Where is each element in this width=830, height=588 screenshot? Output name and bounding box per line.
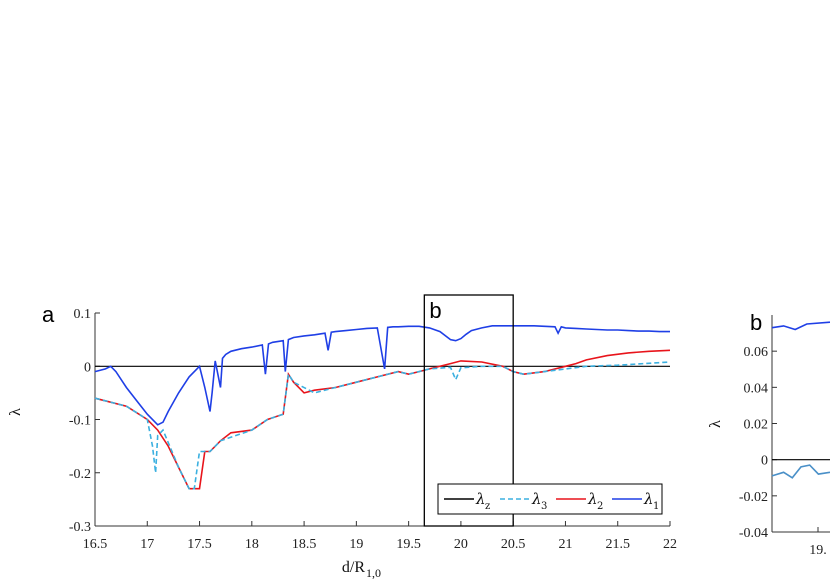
legend-subscript-2: 2	[597, 501, 603, 512]
y-tick-label-b: -0.02	[739, 490, 768, 505]
x-tick-label-a: 22	[663, 537, 677, 552]
x-axis-label-a: d/R	[342, 559, 365, 576]
x-tick-label-a: 17.5	[187, 537, 212, 552]
y-tick-label-a: -0.3	[69, 520, 91, 535]
panel-label-b: b	[750, 310, 762, 335]
x-tick-label-a: 21	[558, 537, 572, 552]
y-tick-label-a: -0.1	[69, 414, 91, 429]
y-tick-label-a: -0.2	[69, 467, 91, 482]
series-line-λ1	[94, 325, 670, 426]
series-line-λ3	[94, 361, 671, 490]
panel-a: a 0.1 0 -0.1 -0.2 -0.3 16.5 17 17.5 18 18.5 19 19.…	[7, 294, 677, 580]
y-axis-label-b: λ	[707, 420, 724, 428]
x-ticks-a: 16.5 17 17.5 18 18.5 19 19.5 20 20.5 21 21.5 22	[83, 521, 677, 552]
series-group-a	[94, 325, 671, 490]
series-line-λ2	[94, 349, 671, 490]
x-axis-label-sub-a: 1,0	[366, 566, 381, 580]
x-ticks-b: 19.	[809, 527, 827, 558]
legend-symbol-1: λ	[531, 490, 542, 508]
x-tick-label-a: 20	[454, 537, 468, 552]
y-tick-label-b: 0.04	[744, 381, 769, 396]
x-tick-label-a: 18.5	[292, 537, 317, 552]
x-tick-label-b: 19.	[809, 543, 827, 558]
y-axis-label-a: λ	[7, 408, 24, 416]
y-tick-label-b: -0.04	[739, 526, 768, 541]
legend-symbol-0: λ	[475, 490, 486, 508]
x-tick-label-a: 20.5	[501, 537, 526, 552]
y-tick-label-a: 0.1	[74, 307, 92, 322]
inset-box	[423, 294, 514, 527]
x-tick-label-a: 16.5	[83, 537, 108, 552]
legend-subscript-1: 3	[541, 501, 547, 512]
series-group-b	[771, 321, 830, 479]
legend-symbol-3: λ	[643, 490, 654, 508]
series-line-b-λ2	[771, 464, 830, 479]
x-tick-label-a: 17	[140, 537, 154, 552]
panel-label-a: a	[42, 302, 55, 327]
legend-symbol-2: λ	[587, 490, 598, 508]
x-tick-label-a: 21.5	[605, 537, 630, 552]
x-tick-label-a: 19.5	[396, 537, 421, 552]
y-ticks-b: 0.06 0.04 0.02 0 -0.02 -0.04	[739, 345, 777, 541]
x-tick-label-a: 18	[245, 537, 259, 552]
x-tick-label-a: 19	[349, 537, 363, 552]
y-tick-label-b: 0	[761, 454, 768, 469]
inset-box-label: b	[429, 298, 441, 323]
legend-subscript-3: 1	[653, 501, 659, 512]
panel-b: b 0.06 0.04 0.02 0 -0.02 -0.04 19. λ	[707, 310, 830, 558]
series-line-b-λ1	[771, 321, 830, 331]
y-tick-label-a: 0	[84, 360, 91, 375]
y-tick-label-b: 0.06	[744, 345, 769, 360]
y-tick-label-b: 0.02	[744, 418, 769, 433]
legend-subscript-0: z	[485, 501, 490, 512]
y-ticks-a: 0.1 0 -0.1 -0.2 -0.3	[69, 307, 100, 535]
